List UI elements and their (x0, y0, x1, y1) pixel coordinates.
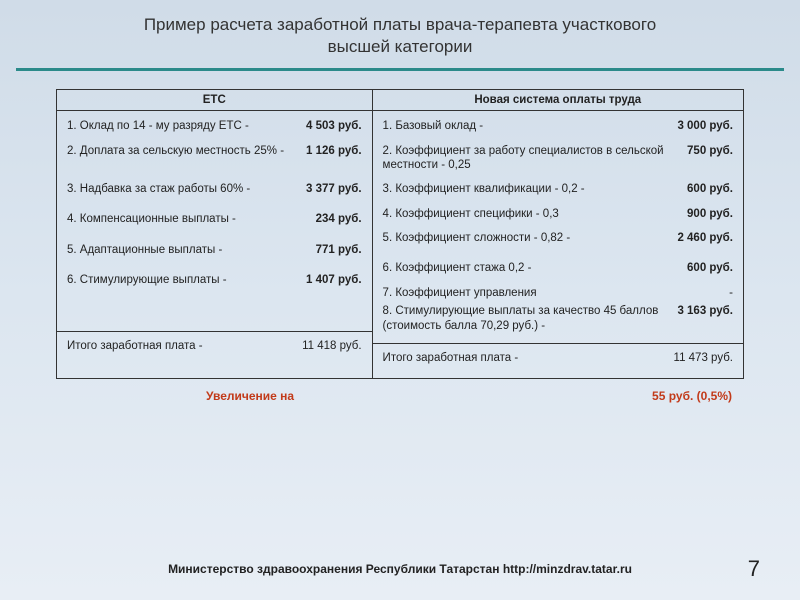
footer-text: Министерство здравоохранения Республики … (70, 562, 730, 576)
increase-value: 55 руб. (0,5%) (652, 389, 732, 403)
page-number: 7 (730, 556, 760, 582)
table-row: 3. Коэффициент квалификации - 0,2 - 600 … (383, 182, 733, 196)
table-row: 4. Коэффициент специфики - 0,3 900 руб. (383, 207, 733, 221)
table-row: 1. Оклад по 14 - му разряду ЕТС - 4 503 … (67, 119, 362, 133)
increase-label: Увеличение на (206, 389, 294, 403)
table-row: 3. Надбавка за стаж работы 60% - 3 377 р… (67, 182, 362, 196)
title-line-2: высшей категории (40, 36, 760, 58)
table-row: 6. Стимулирующие выплаты - 1 407 руб. (67, 273, 362, 287)
table-row: 8. Стимулирующие выплаты за качество 45 … (383, 304, 733, 333)
title-divider (16, 68, 784, 71)
table-row: 4. Компенсационные выплаты - 234 руб. (67, 212, 362, 226)
table-row: 1. Базовый оклад - 3 000 руб. (383, 119, 733, 133)
header-new-system: Новая система оплаты труда (373, 90, 743, 110)
comparison-table: ЕТС Новая система оплаты труда 1. Оклад … (56, 89, 744, 379)
header-ets: ЕТС (57, 90, 373, 110)
table-row: 7. Коэффициент управления - (383, 286, 733, 300)
total-row-right: Итого заработная плата - 11 473 руб. (373, 343, 743, 372)
table-header-row: ЕТС Новая система оплаты труда (57, 90, 743, 111)
increase-line: Увеличение на 55 руб. (0,5%) (56, 389, 744, 403)
column-new-system: 1. Базовый оклад - 3 000 руб. 2. Коэффиц… (373, 111, 743, 378)
table-row: 2. Коэффициент за работу специалистов в … (383, 144, 733, 173)
total-row-left: Итого заработная плата - 11 418 руб. (57, 331, 372, 360)
slide-title: Пример расчета заработной платы врача-те… (0, 0, 800, 68)
column-ets: 1. Оклад по 14 - му разряду ЕТС - 4 503 … (57, 111, 373, 378)
table-row: 6. Коэффициент стажа 0,2 - 600 руб. (383, 261, 733, 275)
table-row: 2. Доплата за сельскую местность 25% - 1… (67, 144, 362, 158)
title-line-1: Пример расчета заработной платы врача-те… (40, 14, 760, 36)
table-row: 5. Адаптационные выплаты - 771 руб. (67, 243, 362, 257)
footer: Министерство здравоохранения Республики … (0, 556, 800, 582)
table-row: 5. Коэффициент сложности - 0,82 - 2 460 … (383, 231, 733, 245)
